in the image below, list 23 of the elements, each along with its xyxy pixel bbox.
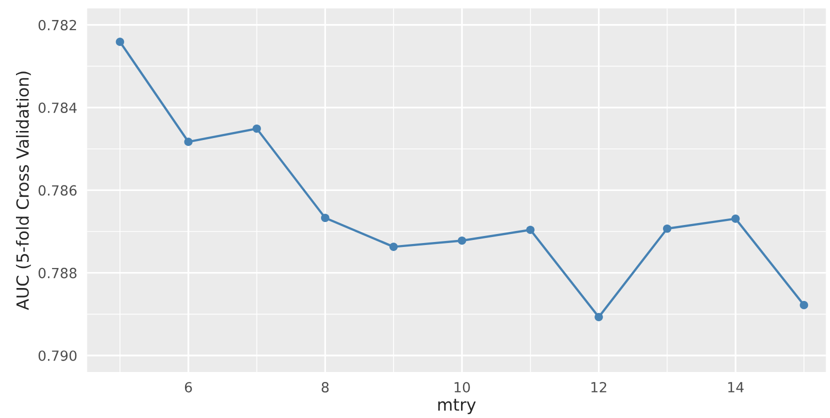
point — [389, 242, 398, 251]
point — [321, 214, 330, 222]
y-tick-label: 0.782 — [38, 20, 76, 30]
y-tick-label: 0.788 — [38, 268, 76, 278]
x-tick-label: 14 — [728, 382, 744, 392]
x-tick-label: 12 — [591, 382, 606, 392]
point — [252, 124, 261, 133]
x-tick-label: 10 — [454, 382, 470, 392]
x-axis-title: mtry — [438, 398, 476, 414]
point — [594, 312, 603, 322]
y-axis-title: AUC (5-fold Cross Validation) — [16, 72, 31, 310]
x-tick-label: 8 — [322, 382, 329, 392]
point — [184, 138, 193, 146]
x-tick-label: 6 — [184, 382, 192, 392]
point — [731, 214, 740, 223]
y-tick-label: 0.786 — [38, 185, 77, 196]
y-tick-label: 0.784 — [38, 102, 77, 114]
point — [526, 226, 535, 234]
y-tick-label: 0.790 — [38, 350, 77, 361]
point — [458, 236, 466, 245]
point — [800, 300, 808, 310]
point — [116, 38, 124, 46]
point — [663, 224, 672, 233]
